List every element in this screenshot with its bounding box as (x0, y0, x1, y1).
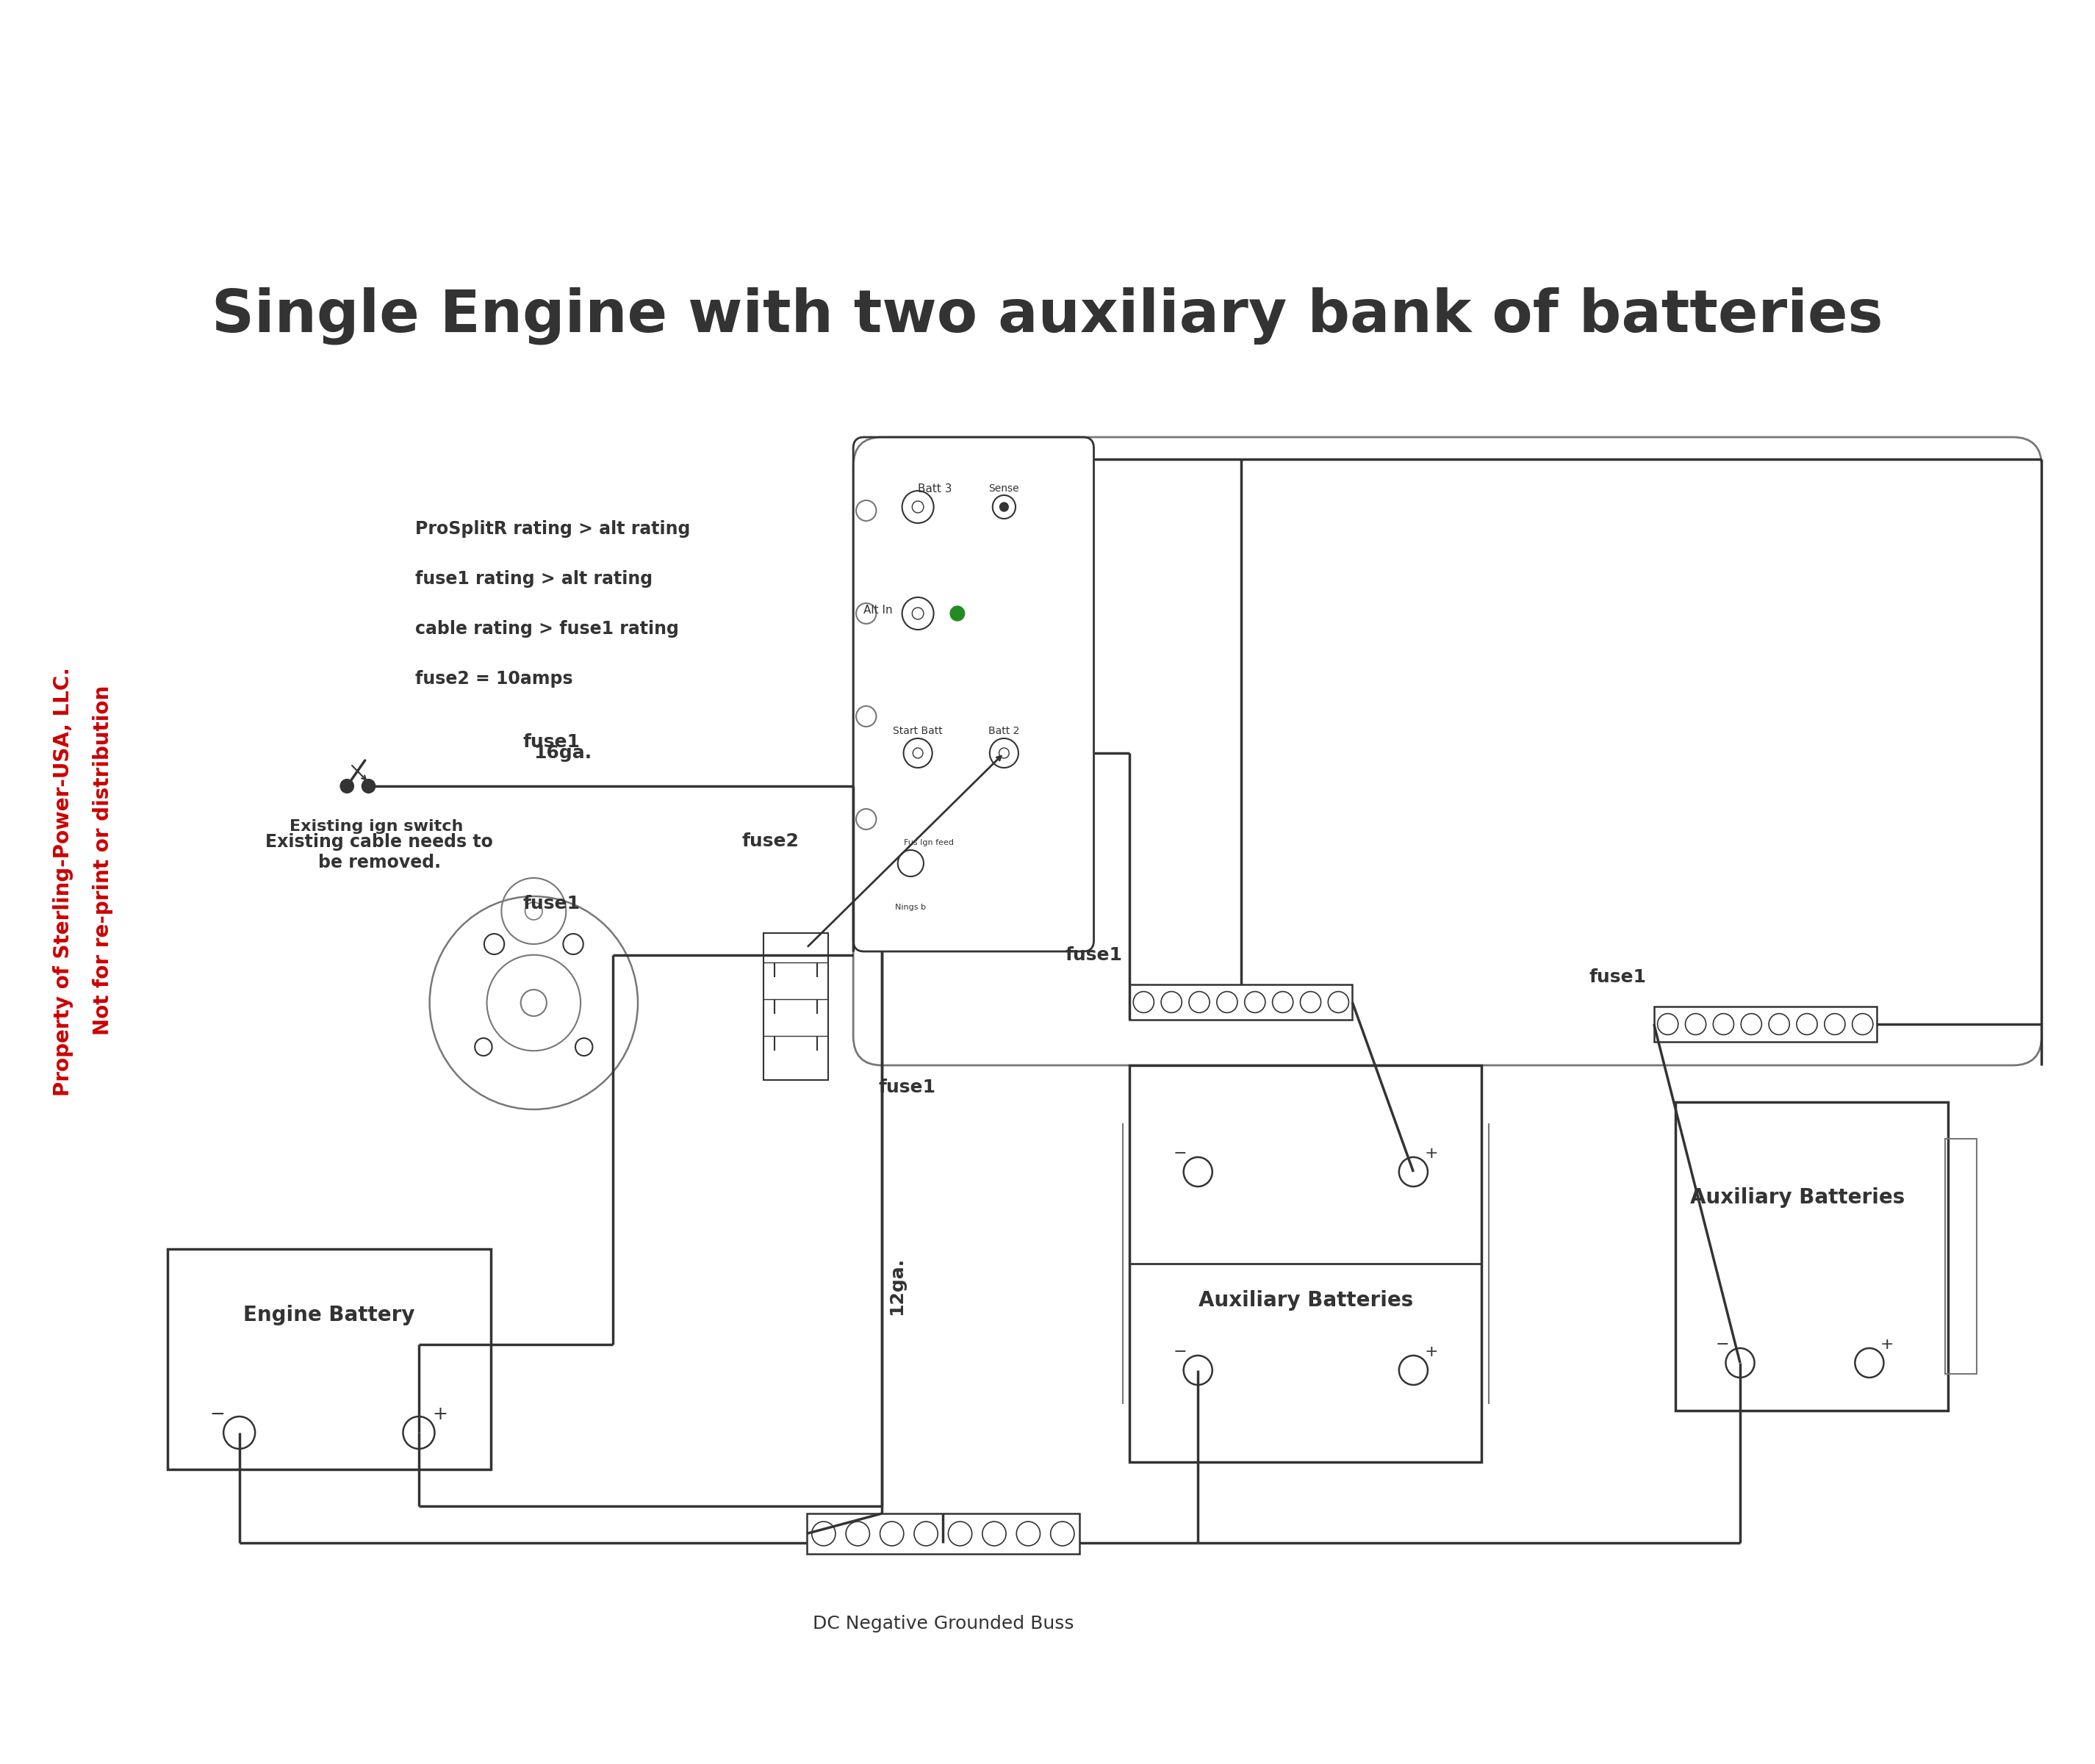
Text: +: + (434, 1406, 448, 1424)
Text: fuse1: fuse1 (878, 1078, 936, 1095)
Text: fuse2 = 10amps: fuse2 = 10amps (415, 670, 572, 688)
Text: Property of Sterling-Power-USA, LLC.: Property of Sterling-Power-USA, LLC. (52, 667, 73, 1097)
Text: Engine Battery: Engine Battery (243, 1305, 415, 1325)
Text: cable rating > fuse1 rating: cable rating > fuse1 rating (415, 621, 679, 639)
Text: Sense: Sense (989, 483, 1020, 494)
Text: Auxiliary Batteries: Auxiliary Batteries (1198, 1289, 1412, 1311)
Text: Start Batt: Start Batt (892, 725, 943, 736)
Text: Batt 3: Batt 3 (918, 483, 951, 494)
Text: +: + (1425, 1344, 1437, 1360)
Bar (807, 1514, 1079, 1554)
Circle shape (362, 780, 375, 792)
Bar (1653, 1007, 1877, 1043)
Text: −: − (1173, 1344, 1188, 1360)
Text: Alt In: Alt In (863, 605, 892, 616)
Text: −: − (1716, 1337, 1728, 1351)
Bar (763, 933, 828, 1080)
Text: fuse2: fuse2 (742, 833, 800, 850)
Text: +: + (1425, 1147, 1437, 1161)
Bar (1129, 984, 1353, 1020)
Text: DC Negative Grounded Buss: DC Negative Grounded Buss (813, 1614, 1073, 1632)
Circle shape (341, 780, 354, 792)
Text: fuse1: fuse1 (524, 894, 580, 912)
Text: Not for re-print or distribution: Not for re-print or distribution (92, 684, 113, 1035)
Bar (1676, 1102, 1948, 1411)
Circle shape (951, 607, 964, 621)
Text: fuse1: fuse1 (1590, 968, 1647, 986)
Text: Existing ign switch: Existing ign switch (289, 818, 463, 834)
Text: +: + (1881, 1337, 1894, 1351)
Bar (168, 1249, 490, 1469)
Text: −: − (1173, 1147, 1188, 1161)
Text: fuse1: fuse1 (524, 734, 580, 751)
Circle shape (999, 503, 1008, 512)
Text: ProSplitR rating > alt rating: ProSplitR rating > alt rating (415, 520, 691, 538)
Bar (1944, 1140, 1978, 1374)
Text: fuse1 rating > alt rating: fuse1 rating > alt rating (415, 570, 654, 587)
Text: Nings b: Nings b (895, 903, 926, 910)
Text: Single Engine with two auxiliary bank of batteries: Single Engine with two auxiliary bank of… (212, 288, 1883, 344)
Text: 16ga.: 16ga. (534, 744, 591, 762)
Text: Batt 2: Batt 2 (989, 725, 1020, 736)
Bar (1129, 1065, 1481, 1462)
Text: fuse1: fuse1 (1064, 946, 1123, 963)
Text: Existing cable needs to
be removed.: Existing cable needs to be removed. (266, 833, 492, 871)
Text: Auxiliary Batteries: Auxiliary Batteries (1691, 1187, 1904, 1208)
Text: Fus Ign feed: Fus Ign feed (903, 840, 953, 847)
Text: 12ga.: 12ga. (888, 1256, 905, 1314)
Text: −: − (210, 1406, 226, 1424)
